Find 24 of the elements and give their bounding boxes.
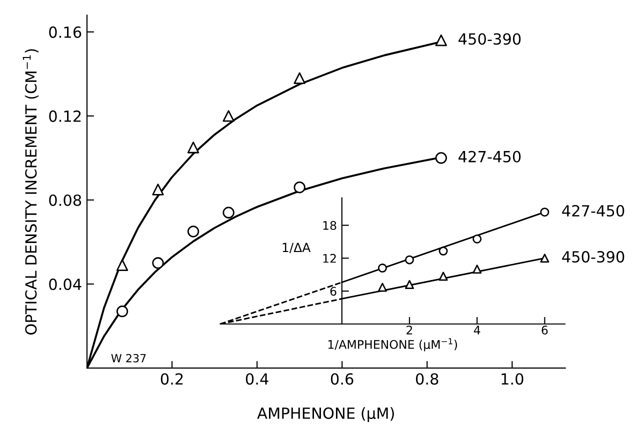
- x-tick-label: 0.4: [246, 373, 268, 385]
- x-axis-title: 1/AMPHENONE (μM$^{−1}$): [328, 338, 458, 352]
- y-axis-title: 1/ΔA: [282, 242, 311, 254]
- y-tick-label: 0.08: [49, 194, 82, 206]
- series-label: 450-390: [562, 251, 624, 263]
- y-axis-title: OPTICAL DENSITY INCREMENT (CM$^{−1}$): [22, 49, 39, 335]
- x-tick-label: 0.6: [330, 373, 354, 385]
- x-tick-label: 2: [406, 326, 412, 334]
- x-tick-label: 0.8: [416, 373, 438, 385]
- y-tick-label: 0.04: [49, 278, 82, 290]
- x-axis-title: AMPHENONE (μM): [257, 407, 394, 422]
- y-tick-label: 12: [323, 254, 336, 263]
- annotation: W 237: [111, 354, 146, 362]
- x-tick-label: 4: [474, 326, 480, 334]
- y-tick-label: 0.12: [49, 110, 81, 122]
- y-tick-label: 0.16: [49, 26, 82, 38]
- series-label: 427-450: [562, 204, 624, 217]
- x-tick-label: 6: [542, 326, 548, 335]
- x-tick-label: 1.0: [502, 373, 524, 385]
- x-tick-label: 0.2: [160, 373, 183, 385]
- series-label: 450-390: [458, 33, 521, 45]
- series-label: 427-450: [458, 150, 521, 162]
- y-tick-label: 6: [330, 286, 336, 296]
- y-tick-label: 18: [323, 221, 336, 230]
